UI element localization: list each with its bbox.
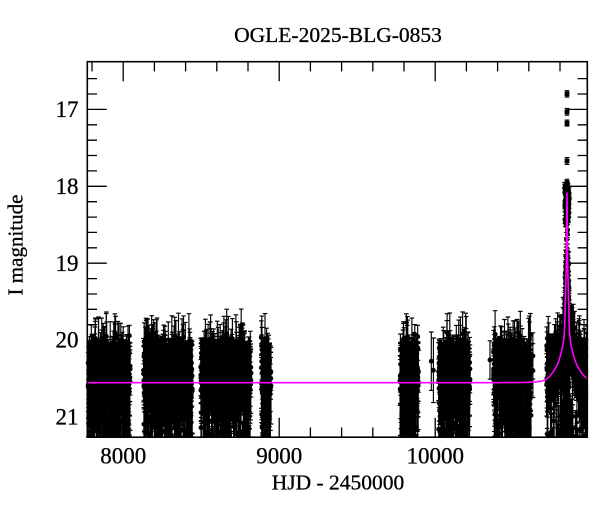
svg-text:17: 17 — [56, 97, 79, 122]
svg-text:21: 21 — [55, 405, 78, 430]
svg-text:OGLE-2025-BLG-0853: OGLE-2025-BLG-0853 — [234, 23, 442, 47]
svg-text:9000: 9000 — [256, 443, 302, 468]
svg-text:I magnitude: I magnitude — [3, 195, 27, 296]
svg-text:20: 20 — [55, 328, 78, 353]
svg-text:10000: 10000 — [406, 444, 464, 469]
svg-text:8000: 8000 — [100, 443, 146, 468]
svg-text:19: 19 — [55, 251, 78, 276]
svg-text:18: 18 — [56, 174, 79, 199]
svg-text:HJD - 2450000: HJD - 2450000 — [272, 470, 405, 494]
